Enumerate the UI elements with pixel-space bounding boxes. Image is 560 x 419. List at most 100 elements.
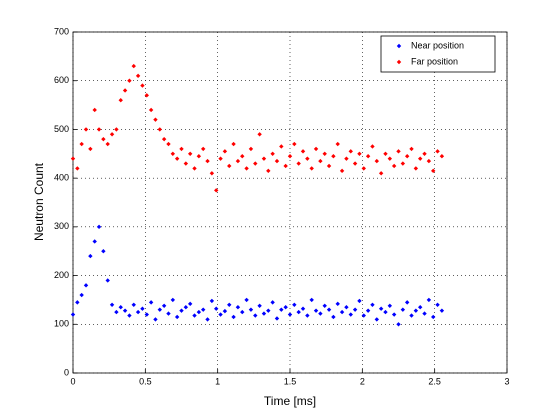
point xyxy=(70,156,76,161)
point xyxy=(296,161,301,166)
x-tick-label: 0.5 xyxy=(139,376,152,386)
point xyxy=(422,151,427,156)
y-tick-label: 500 xyxy=(54,124,69,134)
point xyxy=(222,308,228,314)
x-axis-label: Time [ms] xyxy=(264,394,316,408)
point xyxy=(144,312,149,317)
point xyxy=(383,151,388,156)
point xyxy=(161,136,167,142)
point xyxy=(196,154,202,159)
y-tick-label: 200 xyxy=(54,270,69,280)
point xyxy=(109,132,115,137)
point xyxy=(157,307,162,312)
point xyxy=(396,149,401,154)
point xyxy=(365,154,371,159)
y-tick-label: 700 xyxy=(54,26,69,36)
point xyxy=(344,156,349,161)
point xyxy=(357,151,362,156)
x-tick-label: 2.5 xyxy=(428,376,441,386)
point xyxy=(274,316,280,321)
point xyxy=(192,166,197,171)
point xyxy=(365,308,371,313)
point xyxy=(183,305,189,310)
x-tick-label: 3 xyxy=(504,376,509,386)
point xyxy=(248,146,254,152)
point xyxy=(140,306,145,311)
point xyxy=(135,73,141,79)
point xyxy=(105,141,110,147)
point xyxy=(344,305,349,310)
point xyxy=(313,146,319,152)
point xyxy=(240,309,245,315)
point xyxy=(383,309,388,315)
point xyxy=(339,168,345,174)
point xyxy=(309,297,314,303)
point xyxy=(96,224,102,230)
legend-marker xyxy=(396,43,402,49)
point xyxy=(109,302,115,307)
x-tick-label: 0 xyxy=(70,376,75,386)
point xyxy=(131,63,136,69)
legend-marker xyxy=(396,59,402,65)
point xyxy=(196,309,202,315)
point xyxy=(335,301,340,307)
point xyxy=(227,163,232,169)
point xyxy=(409,146,414,152)
point xyxy=(431,168,436,174)
point xyxy=(361,313,366,318)
point xyxy=(70,312,76,317)
legend-box xyxy=(380,35,496,73)
point xyxy=(396,322,401,327)
point xyxy=(270,151,275,156)
point xyxy=(214,188,219,193)
point xyxy=(101,249,106,254)
point xyxy=(92,239,97,244)
legend-label: Near position xyxy=(411,40,464,50)
point xyxy=(300,149,306,154)
point xyxy=(287,154,293,159)
point xyxy=(157,127,162,132)
point xyxy=(101,136,106,142)
point xyxy=(166,141,171,147)
point xyxy=(257,132,262,137)
point xyxy=(231,314,236,320)
plot-frame xyxy=(72,31,508,374)
point xyxy=(426,158,432,164)
y-tick-label: 100 xyxy=(54,319,69,329)
point xyxy=(148,300,154,305)
point xyxy=(118,98,123,103)
point xyxy=(348,312,353,317)
point xyxy=(187,151,193,156)
point xyxy=(326,307,332,312)
point xyxy=(214,306,219,311)
point xyxy=(244,166,249,171)
point xyxy=(118,305,123,310)
point xyxy=(88,253,93,259)
point xyxy=(322,303,327,308)
point xyxy=(391,163,397,169)
point xyxy=(296,309,301,315)
point xyxy=(370,302,375,307)
point xyxy=(352,161,358,166)
point xyxy=(300,306,306,311)
point xyxy=(400,161,406,166)
point xyxy=(83,283,89,288)
point xyxy=(201,307,206,312)
point xyxy=(174,314,180,320)
point xyxy=(244,297,249,303)
point xyxy=(209,298,215,304)
y-tick-label: 600 xyxy=(54,75,69,85)
point xyxy=(261,311,267,316)
point xyxy=(144,93,149,98)
point xyxy=(92,107,97,113)
point xyxy=(439,308,445,313)
point xyxy=(227,302,232,307)
point xyxy=(218,312,223,317)
y-tick-label: 0 xyxy=(64,367,69,377)
point xyxy=(313,308,319,313)
point xyxy=(326,163,332,169)
point xyxy=(422,311,427,316)
point xyxy=(378,171,384,176)
point xyxy=(83,127,89,132)
point xyxy=(318,158,323,164)
